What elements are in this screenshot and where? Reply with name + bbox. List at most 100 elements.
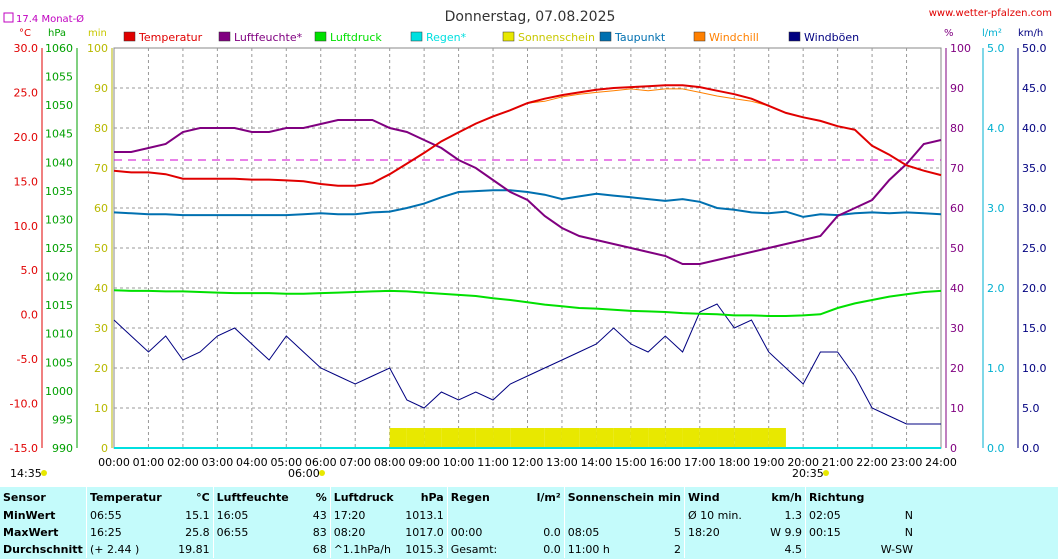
cell: 06:55 <box>85 507 165 524</box>
legend-label: Luftdruck <box>330 31 382 44</box>
sunshine-bar <box>510 428 528 448</box>
cell: Gesamt: <box>446 541 524 558</box>
legend-label: Windböen <box>804 31 859 44</box>
tick-label-pct: 50 <box>950 242 964 255</box>
tick-label-min: 90 <box>94 82 108 95</box>
series-layer <box>113 84 942 449</box>
tick-label-pct: 30 <box>950 322 964 335</box>
tick-label-temp: 0.0 <box>21 309 39 322</box>
tick-label-time: 14:00 <box>581 456 613 469</box>
tick-label-hpa: 1060 <box>45 42 73 55</box>
legend-swatch-icon <box>314 31 327 42</box>
tick-label-wind: 30.0 <box>1022 202 1047 215</box>
row-label: MaxWert <box>3 526 59 539</box>
unit-temp: °C <box>19 28 31 39</box>
tick-label-rain: 4.0 <box>987 122 1005 135</box>
tick-label-time: 08:00 <box>374 456 406 469</box>
tick-label-time: 09:00 <box>408 456 440 469</box>
sunshine-bar <box>493 428 511 448</box>
cell: 1015.3 <box>405 543 444 556</box>
tick-label-pct: 70 <box>950 162 964 175</box>
col-temp: Temperatur <box>85 487 165 507</box>
tick-label-rain: 1.0 <box>987 362 1005 375</box>
monthly-avg-marker-icon <box>3 12 14 23</box>
time-axis: 00:00 01:00 02:00 03:00 04:00 05:00 06:00 07:00… <box>98 456 957 469</box>
table-row: MaxWert 16:25 25.8 06:55 83 08:20 1017.0… <box>0 524 916 541</box>
cell: 25.8 <box>185 526 210 539</box>
cell: 16:05 <box>212 507 292 524</box>
cell: 02:05 <box>805 507 861 524</box>
sunshine-bar <box>406 428 425 448</box>
tick-label-hpa: 1050 <box>45 99 73 112</box>
legend-swatch-icon <box>788 31 801 42</box>
tick-label-hpa: 1040 <box>45 156 73 169</box>
tick-label-rain: 2.0 <box>987 282 1005 295</box>
legend-label: Temperatur <box>138 31 203 44</box>
tick-label-temp: 10.0 <box>14 220 39 233</box>
col-sun: Sonnenschein min <box>563 487 685 507</box>
cell: 4.5 <box>784 543 803 556</box>
cell: 11:00 h <box>563 541 659 558</box>
cell: 1017.0 <box>405 526 444 539</box>
col-press-unit: hPa <box>420 490 444 504</box>
tick-label-time: 16:00 <box>649 456 681 469</box>
cell: 18:20 <box>684 524 760 541</box>
cell: W-SW <box>880 543 913 556</box>
legend-swatch-icon <box>123 31 136 42</box>
tick-label-time: 23:00 <box>891 456 923 469</box>
sunshine-bar <box>441 428 459 448</box>
tick-label-pct: 20 <box>950 362 964 375</box>
tick-label-time: 24:00 <box>925 456 957 469</box>
tick-label-min: 10 <box>94 402 108 415</box>
tick-label-wind: 45.0 <box>1022 82 1047 95</box>
tick-label-pct: 60 <box>950 202 964 215</box>
cell: W 9.9 <box>770 526 803 539</box>
cell: (+ 2.44 ) <box>85 541 165 558</box>
cell <box>805 541 861 558</box>
tick-label-time: 10:00 <box>443 456 475 469</box>
sunshine-bar <box>613 428 631 448</box>
tick-label-pct: 90 <box>950 82 964 95</box>
sunshine-bar <box>458 428 476 448</box>
cell: 5 <box>674 526 682 539</box>
unit-min: min <box>88 28 107 39</box>
unit-wind: km/h <box>1018 28 1043 39</box>
tick-label-min: 40 <box>94 282 108 295</box>
weather-chart: www.wetter-pfalzen.com Donnerstag, 07.08… <box>3 8 1052 480</box>
tick-label-pct: 10 <box>950 402 964 415</box>
tick-label-temp: -15.0 <box>10 442 38 455</box>
legend-swatch-icon <box>599 31 612 42</box>
legend-label: Luftfeuchte* <box>234 31 303 44</box>
sunshine-bar <box>527 428 545 448</box>
site-link[interactable]: www.wetter-pfalzen.com <box>929 8 1052 19</box>
cell: 00:15 <box>805 524 861 541</box>
tick-label-time: 15:00 <box>615 456 647 469</box>
tick-label-time: 20:00 <box>787 456 819 469</box>
tick-label-time: 21:00 <box>822 456 854 469</box>
monthly-avg-label: 17.4 Monat-Ø <box>16 13 84 25</box>
cell: 15.1 <box>185 509 210 522</box>
cell: 2 <box>674 543 682 556</box>
chart-title: Donnerstag, 07.08.2025 <box>445 9 616 25</box>
cell: 83 <box>312 526 327 539</box>
col-hum: Luftfeuchte <box>212 487 292 507</box>
cell <box>658 507 684 524</box>
tick-label-hpa: 1025 <box>45 242 73 255</box>
cell <box>446 507 524 524</box>
tick-label-temp: 30.0 <box>14 42 39 55</box>
tick-label-rain: 0.0 <box>987 442 1005 455</box>
cell <box>684 541 760 558</box>
tick-label-hpa: 1015 <box>45 299 73 312</box>
series-line-temperatur <box>113 84 942 187</box>
tick-label-wind: 40.0 <box>1022 122 1047 135</box>
tick-label-min: 60 <box>94 202 108 215</box>
tick-label-min: 100 <box>87 42 108 55</box>
tick-label-time: 17:00 <box>684 456 716 469</box>
tick-label-time: 02:00 <box>167 456 199 469</box>
tick-label-time: 22:00 <box>856 456 888 469</box>
tick-label-hpa: 1035 <box>45 185 73 198</box>
tick-label-temp: 5.0 <box>21 264 39 277</box>
sunset-label: 20:35 <box>792 467 824 480</box>
tick-label-time: 00:00 <box>98 456 130 469</box>
sunshine-bar <box>561 428 580 448</box>
